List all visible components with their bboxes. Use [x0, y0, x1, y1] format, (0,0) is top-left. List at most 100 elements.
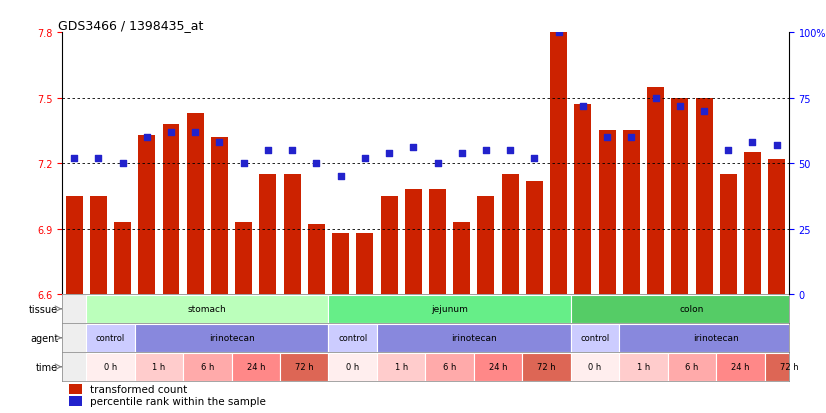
Text: time: time [36, 362, 59, 372]
Text: percentile rank within the sample: percentile rank within the sample [89, 396, 265, 406]
Point [673, 103, 686, 109]
Bar [183, 353, 231, 381]
Bar [526, 181, 543, 294]
Text: control: control [338, 333, 368, 342]
Text: 24 h: 24 h [489, 362, 507, 371]
Bar [259, 175, 277, 294]
Bar [477, 197, 495, 294]
Bar [329, 353, 377, 381]
Point [92, 155, 105, 162]
Text: irinotecan: irinotecan [451, 333, 496, 342]
Point [68, 155, 81, 162]
Point [140, 134, 154, 141]
Point [358, 155, 372, 162]
Bar [571, 353, 620, 381]
Bar [356, 234, 373, 294]
Bar [329, 295, 571, 323]
Point [310, 161, 323, 167]
Bar [90, 197, 107, 294]
Text: 24 h: 24 h [246, 362, 265, 371]
Text: 0 h: 0 h [588, 362, 601, 371]
Text: control: control [96, 333, 125, 342]
Bar [695, 98, 713, 294]
Text: tissue: tissue [29, 304, 59, 314]
Point [479, 147, 492, 154]
Bar [453, 223, 470, 294]
Text: 6 h: 6 h [443, 362, 456, 371]
Text: colon: colon [680, 304, 704, 313]
Bar [69, 384, 83, 394]
Bar [574, 105, 591, 294]
Text: stomach: stomach [188, 304, 226, 313]
Bar [719, 175, 737, 294]
Point [431, 161, 444, 167]
Bar [405, 190, 422, 294]
Point [577, 103, 590, 109]
Text: irinotecan: irinotecan [209, 333, 254, 342]
Bar [429, 190, 446, 294]
Point [552, 30, 565, 36]
Point [382, 150, 396, 157]
Bar [647, 88, 664, 294]
Point [528, 155, 541, 162]
Bar [280, 353, 329, 381]
Point [624, 134, 638, 141]
Bar [522, 353, 571, 381]
Point [722, 147, 735, 154]
Bar [501, 175, 519, 294]
Point [188, 129, 202, 136]
Bar [65, 197, 83, 294]
Point [237, 161, 250, 167]
Bar [620, 324, 813, 352]
Point [406, 145, 420, 152]
Bar [283, 175, 301, 294]
Point [455, 150, 468, 157]
Bar [187, 114, 204, 294]
Bar [211, 138, 228, 294]
Bar [716, 353, 765, 381]
Bar [86, 295, 329, 323]
Text: 24 h: 24 h [731, 362, 750, 371]
Text: agent: agent [30, 333, 59, 343]
Point [601, 134, 614, 141]
Point [261, 147, 274, 154]
Bar [377, 324, 571, 352]
Text: 72 h: 72 h [537, 362, 556, 371]
Bar [744, 153, 761, 294]
Bar [135, 353, 183, 381]
Text: irinotecan: irinotecan [693, 333, 739, 342]
Point [164, 129, 178, 136]
Point [286, 147, 299, 154]
Bar [86, 324, 135, 352]
Bar [765, 353, 813, 381]
Text: 1 h: 1 h [152, 362, 165, 371]
Bar [231, 353, 280, 381]
Bar [623, 131, 640, 294]
Text: 72 h: 72 h [780, 362, 798, 371]
Text: 6 h: 6 h [201, 362, 214, 371]
Bar [672, 98, 688, 294]
Bar [69, 396, 83, 406]
Bar [768, 159, 786, 294]
Bar [550, 33, 567, 294]
Point [697, 108, 710, 115]
Point [116, 161, 129, 167]
Text: jejunum: jejunum [431, 304, 468, 313]
Bar [599, 131, 615, 294]
Point [649, 95, 662, 102]
Text: 72 h: 72 h [295, 362, 314, 371]
Text: 1 h: 1 h [637, 362, 650, 371]
Bar [620, 353, 667, 381]
Bar [667, 353, 716, 381]
Bar [138, 135, 155, 294]
Point [334, 173, 347, 180]
Bar [571, 295, 813, 323]
Point [770, 142, 783, 149]
Bar [86, 353, 135, 381]
Bar [474, 353, 522, 381]
Text: control: control [581, 333, 610, 342]
Point [746, 140, 759, 146]
Point [213, 140, 226, 146]
Bar [377, 353, 425, 381]
Bar [135, 324, 329, 352]
